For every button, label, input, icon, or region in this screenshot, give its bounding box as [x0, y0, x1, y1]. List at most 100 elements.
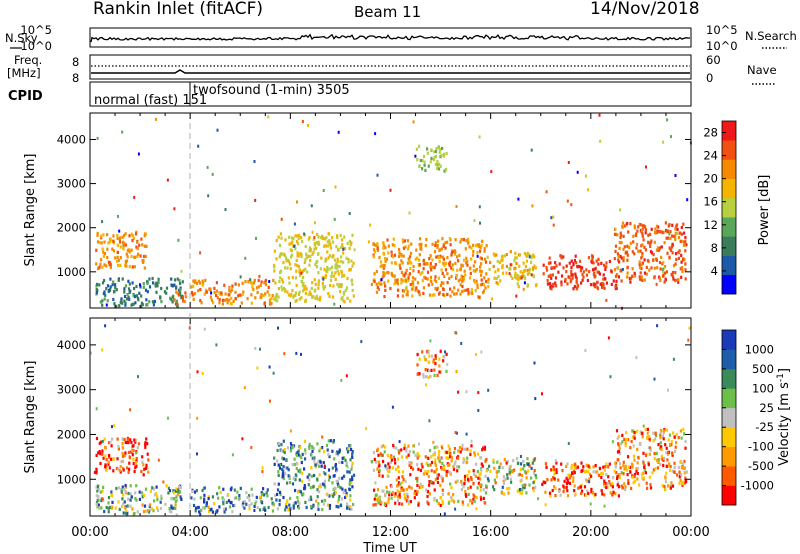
- data-cell: [408, 259, 411, 263]
- data-cell: [436, 245, 439, 249]
- data-cell: [341, 243, 344, 247]
- data-cell: [336, 236, 339, 240]
- data-cell: [106, 299, 109, 303]
- data-cell: [447, 456, 450, 460]
- data-cell: [566, 462, 569, 466]
- data-cell: [445, 352, 448, 356]
- data-cell: [505, 461, 508, 465]
- data-cell: [127, 295, 130, 299]
- data-cell: [424, 244, 427, 248]
- data-cell: [677, 256, 680, 260]
- data-cell: [215, 281, 218, 285]
- data-cell: [311, 449, 314, 453]
- data-cell: [613, 469, 616, 473]
- data-cell: [426, 270, 430, 274]
- data-cell: [276, 492, 279, 496]
- data-cell: [280, 217, 283, 221]
- data-cell: [515, 294, 518, 298]
- data-cell: [101, 449, 104, 453]
- data-cell: [129, 504, 132, 508]
- data-cell: [167, 486, 170, 490]
- data-cell: [300, 456, 303, 460]
- data-cell: [428, 257, 431, 261]
- data-cell: [332, 284, 335, 288]
- data-cell: [637, 249, 640, 253]
- data-cell: [404, 245, 407, 249]
- data-cell: [139, 283, 141, 287]
- data-cell: [462, 278, 465, 282]
- data-cell: [295, 276, 298, 280]
- data-cell: [280, 462, 283, 467]
- data-cell: [461, 443, 464, 447]
- data-cell: [278, 498, 281, 503]
- data-cell: [326, 503, 330, 507]
- data-cell: [318, 298, 321, 302]
- data-cell: [97, 451, 100, 455]
- data-cell: [118, 486, 121, 490]
- data-cell: [272, 278, 275, 282]
- colorbar-tick-label: 4: [711, 264, 718, 278]
- data-cell: [391, 243, 394, 247]
- data-cell: [474, 244, 477, 248]
- data-cell: [601, 472, 604, 476]
- data-cell: [324, 275, 327, 279]
- data-cell: [285, 256, 288, 260]
- data-cell: [674, 271, 677, 275]
- data-cell: [653, 276, 656, 280]
- data-cell: [255, 495, 258, 499]
- data-cell: [394, 278, 397, 282]
- data-cell: [431, 282, 434, 286]
- data-cell: [256, 290, 259, 295]
- data-cell: [222, 498, 226, 502]
- data-cell: [668, 443, 672, 447]
- data-cell: [659, 436, 662, 440]
- data-cell: [300, 479, 304, 483]
- data-cell: [400, 281, 403, 285]
- data-cell: [198, 510, 201, 514]
- data-cell: [279, 252, 282, 256]
- data-cell: [645, 481, 648, 485]
- data-cell: [393, 243, 396, 248]
- data-cell: [505, 253, 508, 257]
- data-cell: [413, 496, 416, 500]
- data-cell: [680, 225, 683, 230]
- data-cell: [675, 473, 679, 477]
- data-cell: [310, 504, 313, 509]
- data-cell: [637, 225, 640, 229]
- data-cell: [658, 230, 661, 234]
- data-cell: [664, 476, 667, 480]
- data-cell: [566, 494, 570, 498]
- data-cell: [482, 488, 485, 492]
- data-cell: [349, 243, 352, 247]
- data-cell: [456, 268, 459, 272]
- data-cell: [323, 498, 327, 503]
- data-cell: [130, 248, 133, 252]
- data-cell: [206, 165, 209, 169]
- data-cell: [666, 464, 669, 468]
- data-cell: [284, 288, 287, 292]
- data-cell: [108, 441, 111, 445]
- data-cell: [618, 246, 621, 250]
- data-cell: [661, 231, 664, 235]
- data-cell: [173, 298, 176, 302]
- data-cell: [646, 436, 649, 440]
- data-cell: [407, 444, 410, 448]
- data-cell: [378, 473, 381, 478]
- colorbar-tick-label: -500: [748, 459, 774, 473]
- data-cell: [524, 264, 528, 269]
- data-cell: [562, 484, 565, 488]
- data-cell: [242, 501, 245, 505]
- data-cell: [369, 223, 372, 227]
- data-cell: [95, 467, 98, 471]
- data-cell: [308, 478, 311, 482]
- data-cell: [610, 282, 613, 286]
- data-cell: [114, 283, 117, 287]
- data-cell: [688, 326, 691, 330]
- data-cell: [319, 485, 322, 489]
- data-cell: [531, 268, 535, 272]
- data-cell: [626, 275, 629, 279]
- data-cell: [473, 472, 476, 476]
- data-cell: [489, 260, 492, 265]
- data-cell: [117, 467, 120, 471]
- data-cell: [172, 506, 175, 510]
